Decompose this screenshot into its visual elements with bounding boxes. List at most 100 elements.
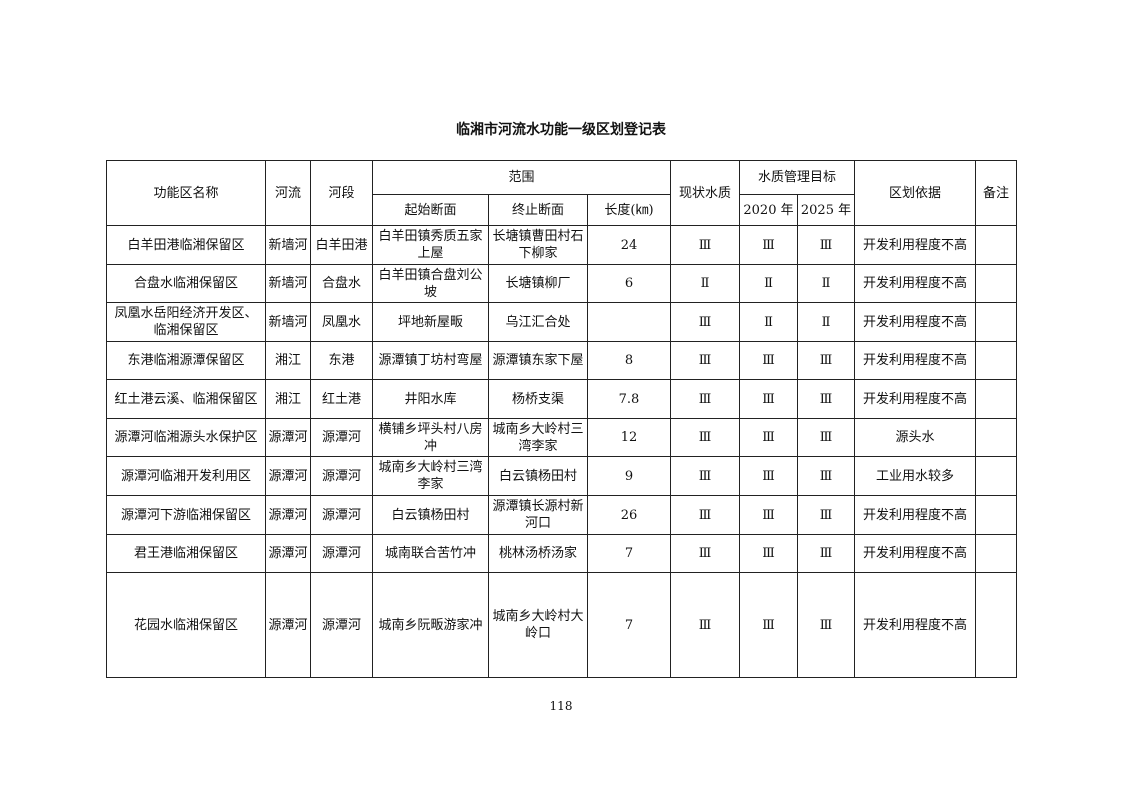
segment-cell: 源潭河 xyxy=(310,495,373,535)
end-section-cell: 源潭镇长源村新河口 xyxy=(488,495,588,535)
end-section-cell: 源潭镇东家下屋 xyxy=(488,341,588,380)
length-cell: 7.8 xyxy=(587,379,671,419)
zone-name-cell: 君王港临湘保留区 xyxy=(106,534,266,573)
table-row: 白羊田港临湘保留区 新墙河 白羊田港 白羊田镇秀质五家上屋 长塘镇曹田村石下柳家 24 Ⅲ Ⅲ… xyxy=(106,225,1017,265)
length-cell: 6 xyxy=(587,264,671,303)
segment-cell: 合盘水 xyxy=(310,264,373,303)
table-row: 源潭河临湘源头水保护区 源潭河 源潭河 横铺乡坪头村八房冲 城南乡大岭村三湾李家 12 Ⅲ Ⅲ… xyxy=(106,418,1017,457)
target-2025-cell: Ⅲ xyxy=(797,456,855,496)
remark-cell xyxy=(975,302,1017,342)
target-2020-cell: Ⅲ xyxy=(739,225,798,265)
length-cell: 7 xyxy=(587,572,671,678)
basis-cell: 源头水 xyxy=(854,418,976,457)
end-section-cell: 长塘镇曹田村石下柳家 xyxy=(488,225,588,265)
length-cell: 26 xyxy=(587,495,671,535)
target-2020-cell: Ⅲ xyxy=(739,456,798,496)
target-2025-cell: Ⅱ xyxy=(797,302,855,342)
target-2025-cell: Ⅲ xyxy=(797,418,855,457)
start-section-cell: 城南联合苦竹冲 xyxy=(372,534,489,573)
segment-cell: 白羊田港 xyxy=(310,225,373,265)
start-section-cell: 白云镇杨田村 xyxy=(372,495,489,535)
zone-name-cell: 凤凰水岳阳经济开发区、临湘保留区 xyxy=(106,302,266,342)
remark-cell xyxy=(975,534,1017,573)
length-cell: 24 xyxy=(587,225,671,265)
river-cell: 湘江 xyxy=(265,379,311,419)
header-remark: 备注 xyxy=(975,160,1017,226)
start-section-cell: 城南乡阮畈游家冲 xyxy=(372,572,489,678)
start-section-cell: 白羊田镇合盘刘公坡 xyxy=(372,264,489,303)
zone-name-cell: 花园水临湘保留区 xyxy=(106,572,266,678)
header-end: 终止断面 xyxy=(488,194,588,226)
zone-name-cell: 源潭河临湘源头水保护区 xyxy=(106,418,266,457)
start-section-cell: 井阳水库 xyxy=(372,379,489,419)
length-cell: 12 xyxy=(587,418,671,457)
page-number: 118 xyxy=(549,699,573,713)
segment-cell: 源潭河 xyxy=(310,418,373,457)
header-length: 长度(㎞) xyxy=(587,194,671,226)
remark-cell xyxy=(975,418,1017,457)
length-cell xyxy=(587,302,671,342)
registration-table: 功能区名称 河流 河段 范围 现状水质 水质管理目标 区划依据 备注 起始断面 … xyxy=(106,160,1017,678)
target-2020-cell: Ⅲ xyxy=(739,379,798,419)
target-2025-cell: Ⅲ xyxy=(797,572,855,678)
target-2025-cell: Ⅱ xyxy=(797,264,855,303)
table-row: 合盘水临湘保留区 新墙河 合盘水 白羊田镇合盘刘公坡 长塘镇柳厂 6 Ⅱ Ⅱ Ⅱ 开发利用程度不高 xyxy=(106,264,1017,303)
basis-cell: 开发利用程度不高 xyxy=(854,264,976,303)
basis-cell: 开发利用程度不高 xyxy=(854,341,976,380)
river-cell: 源潭河 xyxy=(265,572,311,678)
table-row: 源潭河临湘开发利用区 源潭河 源潭河 城南乡大岭村三湾李家 白云镇杨田村 9 Ⅲ Ⅲ Ⅲ 工业用水… xyxy=(106,456,1017,496)
target-2020-cell: Ⅲ xyxy=(739,341,798,380)
target-2020-cell: Ⅱ xyxy=(739,264,798,303)
target-2025-cell: Ⅲ xyxy=(797,379,855,419)
document-title: 临湘市河流水功能一级区划登记表 xyxy=(456,122,666,138)
river-cell: 湘江 xyxy=(265,341,311,380)
remark-cell xyxy=(975,456,1017,496)
current-quality-cell: Ⅲ xyxy=(670,456,740,496)
remark-cell xyxy=(975,379,1017,419)
end-section-cell: 杨桥支渠 xyxy=(488,379,588,419)
zone-name-cell: 东港临湘源潭保留区 xyxy=(106,341,266,380)
length-cell: 7 xyxy=(587,534,671,573)
current-quality-cell: Ⅲ xyxy=(670,572,740,678)
table-row: 红土港云溪、临湘保留区 湘江 红土港 井阳水库 杨桥支渠 7.8 Ⅲ Ⅲ Ⅲ 开发利用程度不高 xyxy=(106,379,1017,419)
segment-cell: 源潭河 xyxy=(310,572,373,678)
zone-name-cell: 白羊田港临湘保留区 xyxy=(106,225,266,265)
current-quality-cell: Ⅲ xyxy=(670,379,740,419)
basis-cell: 开发利用程度不高 xyxy=(854,302,976,342)
remark-cell xyxy=(975,495,1017,535)
segment-cell: 东港 xyxy=(310,341,373,380)
remark-cell xyxy=(975,572,1017,678)
header-basis: 区划依据 xyxy=(854,160,976,226)
river-cell: 源潭河 xyxy=(265,495,311,535)
zone-name-cell: 红土港云溪、临湘保留区 xyxy=(106,379,266,419)
current-quality-cell: Ⅲ xyxy=(670,534,740,573)
river-cell: 新墙河 xyxy=(265,225,311,265)
zone-name-cell: 合盘水临湘保留区 xyxy=(106,264,266,303)
start-section-cell: 白羊田镇秀质五家上屋 xyxy=(372,225,489,265)
start-section-cell: 横铺乡坪头村八房冲 xyxy=(372,418,489,457)
start-section-cell: 城南乡大岭村三湾李家 xyxy=(372,456,489,496)
current-quality-cell: Ⅲ xyxy=(670,418,740,457)
basis-cell: 开发利用程度不高 xyxy=(854,572,976,678)
current-quality-cell: Ⅱ xyxy=(670,264,740,303)
basis-cell: 开发利用程度不高 xyxy=(854,225,976,265)
end-section-cell: 城南乡大岭村三湾李家 xyxy=(488,418,588,457)
length-cell: 8 xyxy=(587,341,671,380)
basis-cell: 开发利用程度不高 xyxy=(854,379,976,419)
basis-cell: 开发利用程度不高 xyxy=(854,495,976,535)
zone-name-cell: 源潭河临湘开发利用区 xyxy=(106,456,266,496)
basis-cell: 工业用水较多 xyxy=(854,456,976,496)
header-2020: 2020 年 xyxy=(739,194,798,226)
end-section-cell: 白云镇杨田村 xyxy=(488,456,588,496)
table-row: 花园水临湘保留区 源潭河 源潭河 城南乡阮畈游家冲 城南乡大岭村大岭口 7 Ⅲ Ⅲ Ⅲ 开发利用程… xyxy=(106,572,1017,678)
zone-name-cell: 源潭河下游临湘保留区 xyxy=(106,495,266,535)
start-section-cell: 坪地新屋畈 xyxy=(372,302,489,342)
target-2025-cell: Ⅲ xyxy=(797,534,855,573)
current-quality-cell: Ⅲ xyxy=(670,495,740,535)
current-quality-cell: Ⅲ xyxy=(670,225,740,265)
current-quality-cell: Ⅲ xyxy=(670,341,740,380)
table-row: 东港临湘源潭保留区 湘江 东港 源潭镇丁坊村弯屋 源潭镇东家下屋 8 Ⅲ Ⅲ Ⅲ 开发利用程度不高 xyxy=(106,341,1017,380)
end-section-cell: 城南乡大岭村大岭口 xyxy=(488,572,588,678)
target-2020-cell: Ⅲ xyxy=(739,534,798,573)
end-section-cell: 长塘镇柳厂 xyxy=(488,264,588,303)
